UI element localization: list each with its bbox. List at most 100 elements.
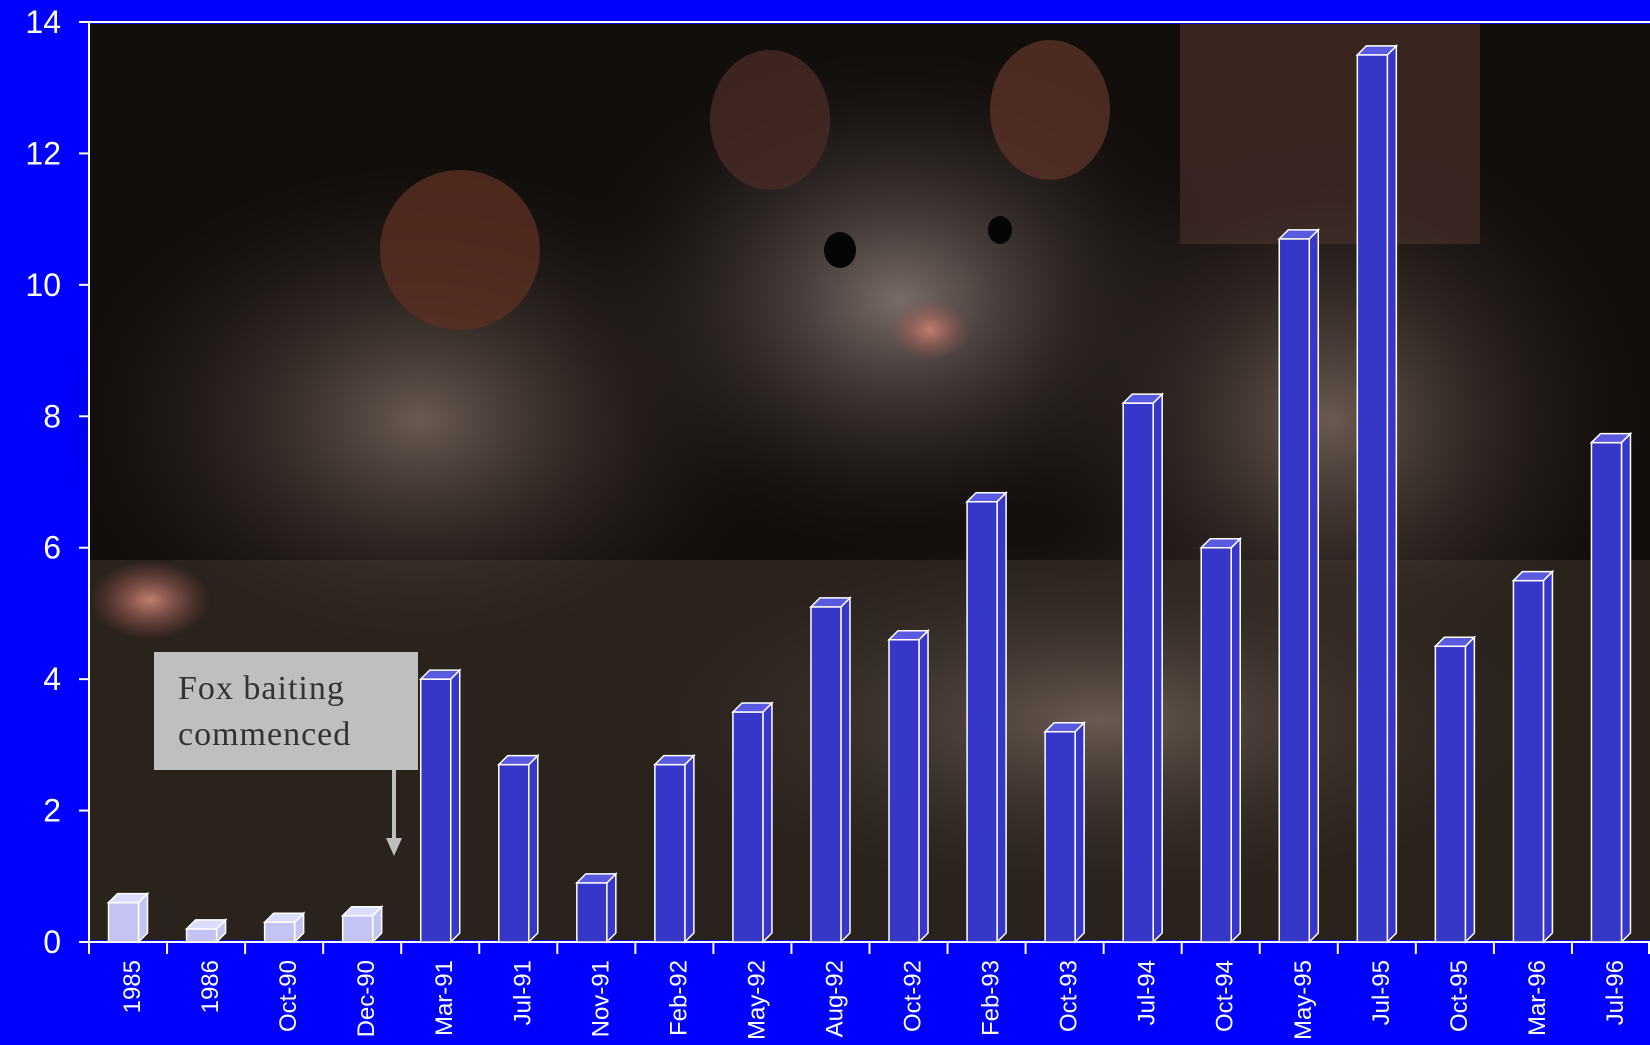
bar-side xyxy=(606,872,617,944)
bar-top xyxy=(262,912,306,924)
bar-top xyxy=(965,491,1008,503)
bar-top xyxy=(1355,45,1399,56)
x-tick-label: Oct-92 xyxy=(900,960,927,1032)
x-tick-label: Oct-90 xyxy=(275,960,302,1032)
bar xyxy=(965,490,1008,944)
bar-front xyxy=(732,711,764,943)
x-tick-label: Nov-91 xyxy=(587,960,614,1037)
bar-front xyxy=(966,500,998,943)
bar-front xyxy=(576,882,608,943)
bar-top xyxy=(653,754,696,766)
bar-front xyxy=(1200,546,1232,943)
x-tick-label: 1986 xyxy=(197,960,224,1013)
x-tick-label: Oct-93 xyxy=(1056,960,1083,1032)
bar-front xyxy=(1044,730,1076,943)
bar-front xyxy=(1434,645,1467,943)
annotation-line-1: Fox baiting xyxy=(178,670,345,707)
bar-front xyxy=(419,678,452,943)
bar xyxy=(731,701,774,944)
x-tick-label: Feb-93 xyxy=(978,960,1005,1036)
x-tick-label: Jul-96 xyxy=(1602,960,1629,1025)
bar-side xyxy=(1620,431,1632,944)
bar-side xyxy=(684,753,695,944)
bar-front xyxy=(1122,402,1154,943)
y-tick-label: 10 xyxy=(25,267,61,303)
bar-top xyxy=(731,702,774,713)
x-tick-label: Mar-96 xyxy=(1524,960,1551,1036)
bar xyxy=(1121,392,1164,944)
bar xyxy=(496,753,540,944)
bar xyxy=(1433,635,1477,944)
x-tick-label: Jul-91 xyxy=(509,960,536,1025)
bar-top xyxy=(1121,393,1164,404)
bar xyxy=(262,911,306,944)
bar xyxy=(887,628,930,944)
bar-side xyxy=(840,596,851,944)
bar-side xyxy=(1464,635,1476,944)
arrow-head xyxy=(386,838,402,856)
bar-side xyxy=(449,668,461,944)
background-photo xyxy=(60,24,1650,940)
x-tick-label: May-92 xyxy=(743,960,770,1040)
tick-labels: 0 2 4 6 8 10 12 14 1985 1986 Oct-90 Dec-90 Mar-91 Jul… xyxy=(25,4,1629,1040)
bar xyxy=(575,872,618,944)
bar xyxy=(1511,569,1555,944)
x-tick-label: May-95 xyxy=(1290,960,1317,1040)
x-tick-label: Oct-95 xyxy=(1446,960,1473,1032)
bar-side xyxy=(1386,44,1398,944)
bar-side xyxy=(1308,228,1320,944)
y-tick-label: 14 xyxy=(25,4,61,40)
bar-front xyxy=(498,763,530,943)
fox-baiting-annotation: Fox baiting commenced xyxy=(154,652,418,770)
bar-side xyxy=(1074,720,1085,944)
bar xyxy=(1589,431,1633,944)
y-tick-label: 12 xyxy=(25,135,61,171)
bar-top xyxy=(1589,432,1633,444)
x-tick-label: Jul-95 xyxy=(1368,960,1395,1025)
bar xyxy=(340,904,384,944)
bar-top xyxy=(1199,537,1243,549)
bar xyxy=(184,918,228,944)
bar xyxy=(1043,720,1086,944)
annotation-line-2: commenced xyxy=(178,716,352,753)
y-tick-label: 8 xyxy=(43,398,61,434)
bar-top xyxy=(1277,229,1321,240)
bar-top xyxy=(1043,721,1086,733)
y-tick-label: 2 xyxy=(43,793,61,829)
x-tick-label: 1985 xyxy=(119,960,146,1013)
x-tick-label: Feb-92 xyxy=(665,960,692,1036)
bar-front xyxy=(654,763,686,943)
bar-front xyxy=(1512,579,1545,943)
bar-front xyxy=(1590,441,1623,943)
y-tick-label: 6 xyxy=(43,530,61,566)
bar-front xyxy=(107,901,140,943)
bar-side xyxy=(996,490,1007,944)
bar xyxy=(1355,44,1399,944)
bar-side xyxy=(762,701,773,944)
bar xyxy=(653,753,696,944)
x-tick-label: Oct-94 xyxy=(1212,960,1239,1032)
bar xyxy=(809,596,852,944)
bar-top xyxy=(809,597,852,608)
x-tick-label: Jul-94 xyxy=(1134,960,1161,1025)
bar-front xyxy=(263,921,296,943)
bar-top xyxy=(418,669,462,680)
bar-top xyxy=(1511,570,1555,582)
axes xyxy=(79,21,1650,954)
y-tick-label: 4 xyxy=(43,661,61,697)
bar-side xyxy=(1230,536,1241,944)
bar-top xyxy=(1433,636,1477,648)
x-tick-label: Mar-91 xyxy=(431,960,458,1036)
bar-side xyxy=(528,753,539,944)
bar-front xyxy=(810,606,842,943)
bars xyxy=(106,44,1633,944)
bar-front xyxy=(1356,54,1389,943)
bar-top xyxy=(887,629,930,641)
bar-top xyxy=(340,905,384,917)
bar xyxy=(418,668,462,944)
bar-side xyxy=(1542,569,1554,944)
bar xyxy=(1277,228,1321,944)
annotation-arrow xyxy=(386,770,402,856)
bar xyxy=(106,891,150,944)
